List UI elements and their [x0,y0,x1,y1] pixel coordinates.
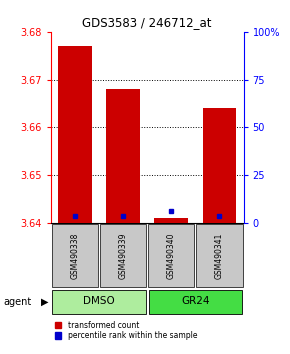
Bar [196,224,243,287]
Bar [148,224,194,287]
Bar [106,89,140,223]
Text: GSM490340: GSM490340 [167,233,176,279]
Title: GDS3583 / 246712_at: GDS3583 / 246712_at [82,16,212,29]
Text: agent: agent [3,297,31,307]
Text: DMSO: DMSO [83,296,115,306]
Text: GSM490339: GSM490339 [119,233,128,279]
Text: GSM490341: GSM490341 [215,233,224,279]
Text: GSM490338: GSM490338 [70,233,79,279]
Bar [52,224,98,287]
Legend: transformed count, percentile rank within the sample: transformed count, percentile rank withi… [55,321,197,340]
Text: GR24: GR24 [181,296,210,306]
Bar [148,290,242,314]
Bar [52,290,146,314]
Text: ▶: ▶ [41,297,49,307]
Bar [58,46,92,223]
Bar [100,224,146,287]
Bar [203,108,236,223]
Bar [154,218,188,223]
